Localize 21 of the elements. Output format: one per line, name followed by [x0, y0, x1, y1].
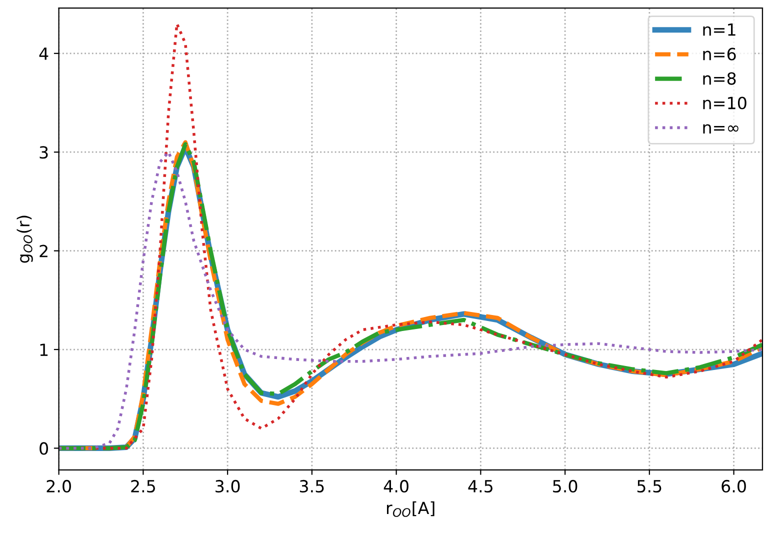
- legend-label: n=10: [703, 96, 746, 110]
- legend-label: n=1: [703, 24, 736, 36]
- x-axis-title: r$_{OO}$[A]: [386, 501, 434, 517]
- legend-label: n=8: [703, 72, 736, 85]
- x-tick-label: 5.0: [553, 480, 578, 493]
- x-tick-label: 2.0: [46, 480, 71, 493]
- legend-label: n=6: [703, 48, 736, 60]
- y-tick-label: 2: [40, 244, 48, 258]
- y-tick-label: 1: [40, 344, 48, 356]
- legend-label: n=∞: [703, 124, 738, 134]
- x-tick-label: 3.5: [300, 480, 324, 493]
- y-tick-label: 3: [40, 146, 48, 159]
- y-tick-label: 0: [40, 442, 48, 455]
- y-tick-label: 4: [39, 48, 48, 60]
- x-tick-label: 4.5: [468, 480, 492, 493]
- x-tick-label: 2.5: [131, 480, 155, 493]
- x-tick-label: 3.0: [216, 480, 240, 493]
- y-axis-title: g$_{OO}$(r): [16, 216, 33, 263]
- x-tick-label: 6.0: [722, 480, 746, 493]
- x-tick-label: 4.0: [384, 480, 408, 493]
- x-tick-label: 5.5: [637, 480, 662, 493]
